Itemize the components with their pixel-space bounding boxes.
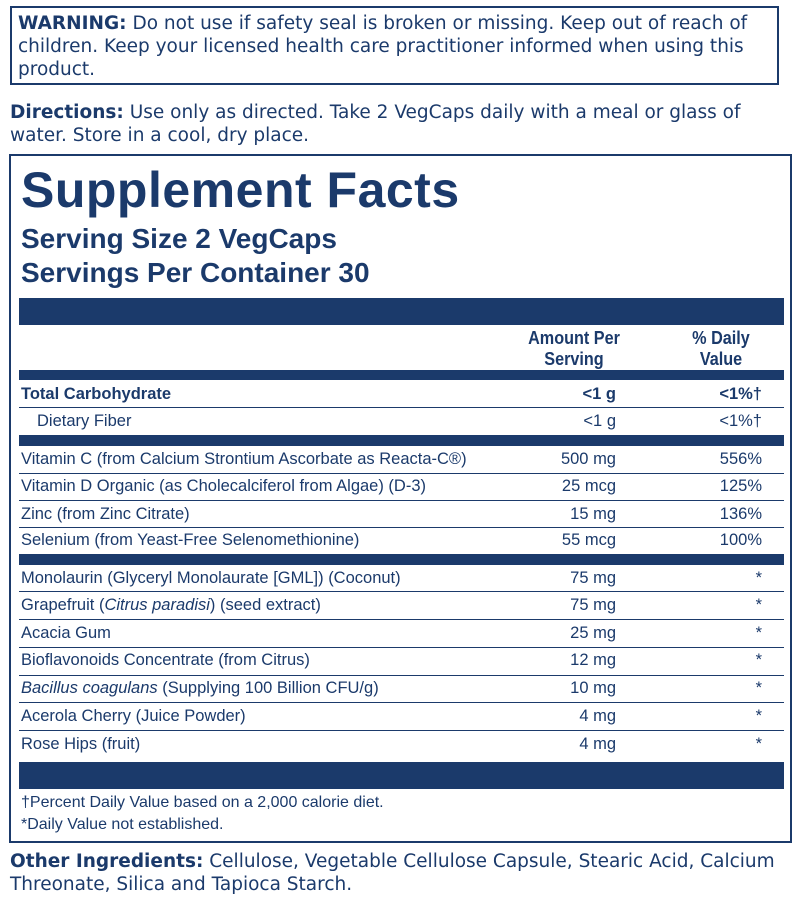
nutrient-amount: <1 g xyxy=(582,385,616,403)
table-row: Acerola Cherry (Juice Powder) 4 mg * xyxy=(19,703,784,730)
nutrient-amount: 15 mg xyxy=(570,505,616,523)
directions-text: Use only as directed. Take 2 VegCaps dai… xyxy=(10,102,741,146)
directions-label: Directions: xyxy=(10,102,124,123)
divider xyxy=(19,647,784,648)
divider xyxy=(19,730,784,731)
amount-header-line1: Amount Per xyxy=(528,328,620,348)
divider xyxy=(19,407,784,408)
warning-text: Do not use if safety seal is broken or m… xyxy=(18,13,748,80)
nutrient-dv: * xyxy=(755,569,762,587)
nutrient-name: Acacia Gum xyxy=(21,624,111,642)
warning-box: WARNING: Do not use if safety seal is br… xyxy=(10,6,779,85)
divider xyxy=(19,527,784,528)
table-row: Bacillus coagulans (Supplying 100 Billio… xyxy=(19,675,784,702)
nutrient-name: Dietary Fiber xyxy=(37,412,132,430)
nutrient-name: Zinc (from Zinc Citrate) xyxy=(21,505,190,523)
nutrient-name: Rose Hips (fruit) xyxy=(21,735,141,753)
nutrient-dv: 136% xyxy=(719,505,762,523)
dv-header-line1: % Daily xyxy=(692,328,750,348)
divider xyxy=(19,619,784,620)
nutrient-dv: 125% xyxy=(719,477,762,495)
divider xyxy=(19,500,784,501)
name-part: Grapefruit ( xyxy=(21,596,105,614)
divider xyxy=(19,675,784,676)
divider xyxy=(19,473,784,474)
nutrient-dv: 100% xyxy=(719,531,762,549)
table-row: Monolaurin (Glyceryl Monolaurate [GML]) … xyxy=(19,565,784,592)
table-row: Bioflavonoids Concentrate (from Citrus) … xyxy=(19,647,784,674)
nutrient-amount: 4 mg xyxy=(579,707,616,725)
nutrient-dv: * xyxy=(755,651,762,669)
nutrient-amount: 75 mg xyxy=(570,596,616,614)
amount-header-line2: Serving xyxy=(544,349,604,369)
nutrient-name: Monolaurin (Glyceryl Monolaurate [GML]) … xyxy=(21,569,401,587)
nutrient-amount: 4 mg xyxy=(579,735,616,753)
nutrient-dv: * xyxy=(755,707,762,725)
serving-size: Serving Size 2 VegCaps xyxy=(21,223,337,254)
table-row: Vitamin D Organic (as Cholecalciferol fr… xyxy=(19,473,784,500)
nutrient-dv: * xyxy=(755,596,762,614)
table-row: Acacia Gum 25 mg * xyxy=(19,620,784,647)
name-part: ) (seed extract) xyxy=(209,596,321,614)
table-row: Vitamin C (from Calcium Strontium Ascorb… xyxy=(19,446,784,473)
nutrient-amount: 10 mg xyxy=(570,679,616,697)
table-row: Total Carbohydrate <1 g <1%† xyxy=(19,381,784,408)
name-part: (Supplying 100 Billion CFU/g) xyxy=(157,679,379,697)
daily-value-header: % Daily Value xyxy=(667,328,775,370)
footnote-not-established: *Daily Value not established. xyxy=(21,816,224,833)
facts-title: Supplement Facts xyxy=(21,162,460,218)
nutrient-dv: <1%† xyxy=(719,385,762,403)
nutrient-name: Vitamin C (from Calcium Strontium Ascorb… xyxy=(21,450,467,468)
nutrient-name: Acerola Cherry (Juice Powder) xyxy=(21,707,246,725)
table-row: Grapefruit (Citrus paradisi) (seed extra… xyxy=(19,592,784,619)
other-ingredients-text: Cellulose, Vegetable Cellulose Capsule, … xyxy=(10,851,775,895)
table-row: Selenium (from Yeast-Free Selenomethioni… xyxy=(19,527,784,554)
footnote-daily-value: †Percent Daily Value based on a 2,000 ca… xyxy=(21,794,384,811)
nutrient-amount: 12 mg xyxy=(570,651,616,669)
nutrient-name: Bacillus coagulans (Supplying 100 Billio… xyxy=(21,675,379,702)
nutrient-dv: * xyxy=(755,735,762,753)
nutrient-name: Bioflavonoids Concentrate (from Citrus) xyxy=(21,651,310,669)
servings-per-container: Servings Per Container 30 xyxy=(21,257,370,288)
nutrient-amount: 25 mg xyxy=(570,624,616,642)
amount-per-serving-header: Amount Per Serving xyxy=(507,328,642,370)
other-ingredients-label: Other Ingredients: xyxy=(10,851,204,872)
name-italic: Bacillus coagulans xyxy=(21,679,158,697)
table-row: Dietary Fiber <1 g <1%† xyxy=(19,408,784,435)
nutrient-name: Total Carbohydrate xyxy=(21,385,172,403)
supplement-facts-panel: Supplement Facts Serving Size 2 VegCaps … xyxy=(9,154,792,843)
nutrient-name: Vitamin D Organic (as Cholecalciferol fr… xyxy=(21,477,426,495)
table-row: Rose Hips (fruit) 4 mg * xyxy=(19,731,784,758)
nutrient-dv: * xyxy=(755,624,762,642)
table-row: Zinc (from Zinc Citrate) 15 mg 136% xyxy=(19,501,784,528)
divider-thick xyxy=(19,435,784,446)
divider xyxy=(19,591,784,592)
directions: Directions: Use only as directed. Take 2… xyxy=(10,101,790,147)
header-bar xyxy=(19,298,784,325)
nutrient-amount: 25 mcg xyxy=(561,477,616,495)
nutrient-name: Selenium (from Yeast-Free Selenomethioni… xyxy=(21,531,360,549)
nutrient-dv: <1%† xyxy=(719,412,762,430)
divider xyxy=(19,702,784,703)
warning-label: WARNING: xyxy=(18,13,127,34)
nutrient-amount: 55 mcg xyxy=(561,531,616,549)
nutrient-dv: 556% xyxy=(719,450,762,468)
divider-thick xyxy=(19,554,784,565)
nutrient-dv: * xyxy=(755,679,762,697)
name-italic: Citrus paradisi xyxy=(104,596,210,614)
other-ingredients: Other Ingredients: Cellulose, Vegetable … xyxy=(10,850,790,896)
footer-bar xyxy=(19,762,784,789)
dv-header-line2: Value xyxy=(699,349,743,369)
nutrient-amount: 500 mg xyxy=(560,450,616,468)
nutrient-amount: 75 mg xyxy=(570,569,616,587)
nutrient-amount: <1 g xyxy=(583,412,616,430)
divider-thick xyxy=(19,370,784,380)
nutrient-name: Grapefruit (Citrus paradisi) (seed extra… xyxy=(21,592,321,619)
